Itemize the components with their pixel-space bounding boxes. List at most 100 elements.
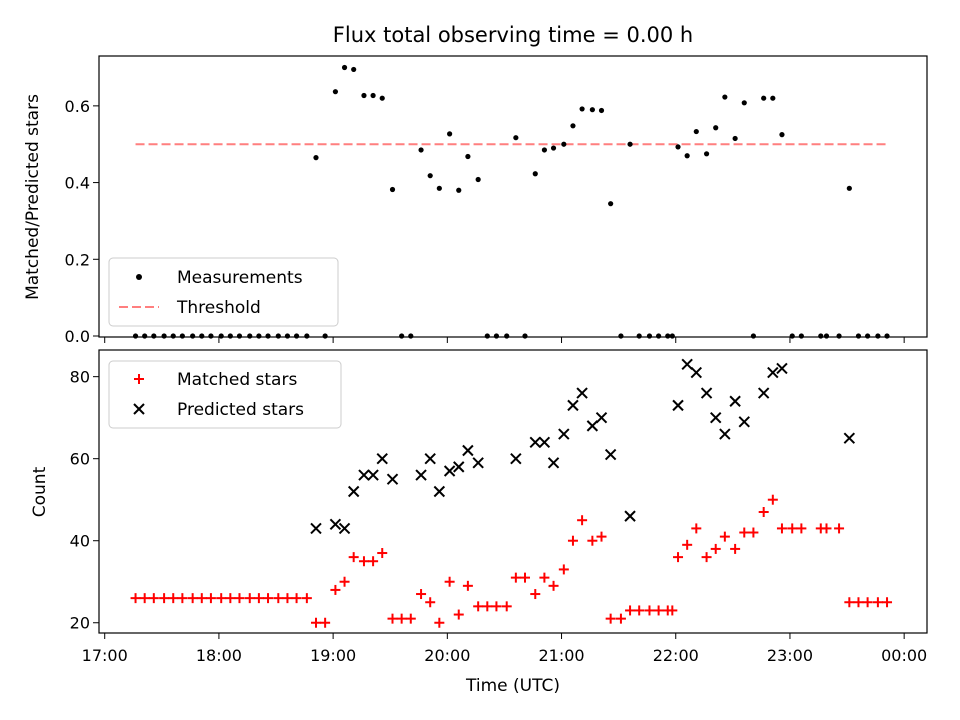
measurement-point <box>142 333 148 339</box>
legend-measurements-label: Measurements <box>177 268 303 288</box>
matched-point <box>234 593 245 604</box>
bottom-marks <box>130 358 893 628</box>
legend-predicted-marker <box>133 403 145 415</box>
matched-point <box>767 494 778 505</box>
measurement-point <box>598 107 605 114</box>
x-tick-label: 18:00 <box>196 646 242 665</box>
measurement-point <box>265 333 271 339</box>
measurement-point <box>608 201 614 207</box>
matched-point <box>482 601 493 612</box>
predicted-point-b <box>710 411 722 424</box>
predicted-point-b <box>415 469 427 481</box>
measurement-point <box>179 333 185 339</box>
matched-point <box>748 527 759 538</box>
measurement-point <box>741 100 747 106</box>
top-axes-frame <box>98 55 928 338</box>
top-y-tick-label: 0.4 <box>65 174 90 193</box>
measurement-point <box>332 89 339 95</box>
matched-point <box>587 535 598 546</box>
matched-point <box>710 543 721 554</box>
matched-point <box>416 589 427 600</box>
predicted-point <box>700 387 713 399</box>
bottom-legend-box <box>108 360 342 429</box>
predicted-point <box>586 420 599 432</box>
measurement-point <box>361 92 367 99</box>
measurement-point <box>399 333 405 339</box>
matched-point <box>539 572 550 583</box>
predicted-point-b <box>586 420 599 432</box>
measurement-point <box>313 155 319 161</box>
matched-point <box>148 593 159 604</box>
legend-measurements-marker <box>136 274 142 280</box>
matched-point <box>273 593 284 604</box>
matched-point <box>425 597 436 608</box>
predicted-point-b <box>547 457 560 469</box>
measurement-point <box>170 333 176 339</box>
matched-point <box>644 605 655 616</box>
measurement-point <box>275 333 281 339</box>
measurement-point <box>465 153 471 160</box>
matched-point <box>844 597 855 608</box>
matched-point <box>330 584 341 595</box>
matched-point <box>834 523 845 534</box>
measurement-point <box>855 333 862 339</box>
measurement-point <box>846 185 852 191</box>
measurement-point <box>436 185 442 191</box>
predicted-point <box>347 485 360 498</box>
predicted-point <box>462 444 474 457</box>
matched-point <box>667 605 678 616</box>
x-tick-label: 22:00 <box>653 646 699 665</box>
predicted-point-b <box>462 444 474 457</box>
matched-point <box>701 552 712 563</box>
matched-point <box>577 515 588 526</box>
predicted-point-b <box>681 358 693 371</box>
measurement-point <box>493 333 500 339</box>
predicted-point <box>767 366 779 379</box>
matched-point <box>253 593 264 604</box>
measurement-point <box>379 95 385 101</box>
matched-point <box>358 556 369 567</box>
matched-point <box>368 556 379 567</box>
measurement-point <box>504 333 510 339</box>
predicted-point <box>843 432 856 444</box>
predicted-point <box>604 448 617 461</box>
measurement-point <box>561 141 567 147</box>
predicted-point-b <box>329 518 342 531</box>
top-legend-box <box>108 257 339 327</box>
predicted-point-b <box>424 452 436 465</box>
x-axis-label: Time (UTC) <box>465 676 560 696</box>
top-y-tick-label: 0.0 <box>65 327 90 346</box>
matched-point <box>653 605 664 616</box>
predicted-point <box>358 469 370 481</box>
legend-matched-label: Matched stars <box>177 370 297 390</box>
measurement-point <box>875 333 881 339</box>
x-tick-label: 20:00 <box>424 646 470 665</box>
x-tick-label: 23:00 <box>767 646 813 665</box>
matched-point <box>301 593 312 604</box>
matched-point <box>348 552 359 563</box>
matched-point <box>758 507 769 518</box>
measurement-point <box>190 333 196 339</box>
predicted-point <box>738 416 750 428</box>
measurement-point <box>618 333 624 339</box>
matched-point <box>796 523 807 534</box>
predicted-point <box>547 457 560 469</box>
matched-point <box>862 597 873 608</box>
predicted-point-b <box>433 485 446 498</box>
measurement-point <box>550 145 557 151</box>
matched-point <box>625 605 636 616</box>
top-legend: Measurements Threshold <box>108 257 339 327</box>
measurement-point <box>161 333 167 339</box>
measurement-point <box>675 144 681 150</box>
measurement-point <box>627 141 633 147</box>
ratio-panel: 0.0 0.2 0.4 0.6 Matched/Predicted stars Mea… <box>23 55 928 346</box>
matched-point <box>405 613 416 624</box>
matched-point <box>263 593 274 604</box>
top-y-tick-label: 0.6 <box>65 97 90 116</box>
matched-point <box>548 580 559 591</box>
x-tick-label: 19:00 <box>310 646 356 665</box>
matched-point <box>739 527 750 538</box>
predicted-point <box>453 461 465 473</box>
measurement-point <box>646 333 653 339</box>
matched-point <box>596 531 607 542</box>
